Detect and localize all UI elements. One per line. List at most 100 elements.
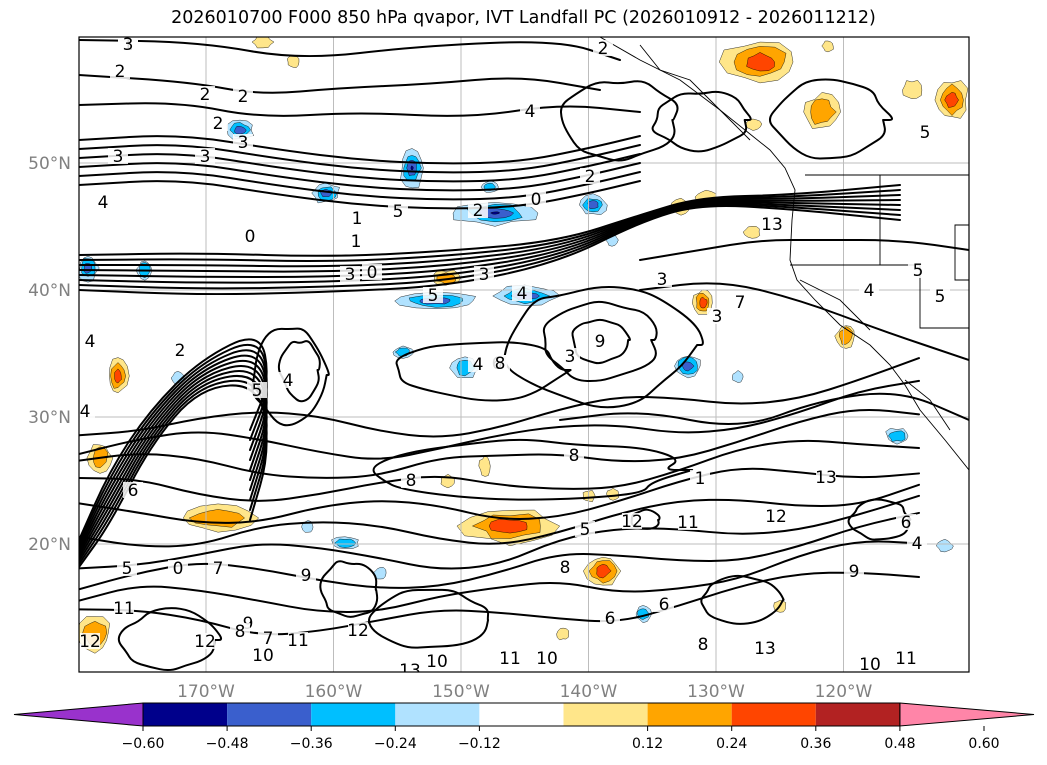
contour-label: 8 [406, 471, 417, 491]
contour-label: 5 [252, 381, 263, 401]
coastline [639, 44, 751, 141]
negative-anomaly-blob [732, 370, 744, 383]
positive-anomaly-blob [251, 37, 275, 49]
contour-line [79, 343, 268, 544]
contour-label-bg [230, 623, 250, 639]
contour-label: 5 [428, 286, 439, 306]
contour-line [79, 439, 920, 502]
contour-line [79, 204, 901, 296]
colorbar-segment [395, 703, 480, 726]
contour-label-bg [79, 403, 95, 419]
contour-label: 11 [677, 513, 699, 533]
contour-label: 3 [345, 265, 356, 285]
colorbar-segment [815, 703, 900, 726]
coastline [954, 224, 969, 281]
positive-anomaly-blob [582, 490, 596, 503]
contour-line [79, 338, 268, 541]
coastline [599, 37, 969, 471]
contour-line [542, 300, 658, 382]
positive-anomaly-blob [478, 455, 491, 477]
contour-label: 2 [175, 341, 186, 361]
contour-label-bg [560, 348, 580, 364]
contour-label-bg [80, 633, 100, 649]
contour-label-bg [388, 203, 408, 219]
contour-label-bg [108, 148, 128, 164]
contour-label-bg [195, 86, 215, 102]
contour-label-bg [500, 650, 520, 666]
contour-label-bg [907, 535, 927, 551]
positive-anomaly-blob [944, 92, 959, 108]
contour-line [847, 498, 912, 541]
contour-label: 13 [815, 468, 837, 488]
contour-label: 3 [200, 147, 211, 167]
contour-line [79, 379, 268, 565]
contour-label-bg [859, 282, 879, 298]
contour-label: 2 [213, 114, 224, 134]
contour-label-bg [208, 115, 228, 131]
contour-line [651, 90, 752, 153]
contour-label: 0 [367, 263, 378, 283]
contour-line [79, 184, 901, 257]
contour-label-bg [555, 559, 575, 575]
contour-line [372, 438, 694, 501]
contour-label-bg [896, 514, 916, 530]
contour-label-bg [693, 636, 713, 652]
contour-label-bg [526, 191, 546, 207]
positive-anomaly-blob [596, 564, 612, 579]
contour-label: 12 [194, 632, 216, 652]
colorbar-tick-label: −0.60 [122, 736, 165, 752]
contour-line [571, 318, 631, 365]
contour-line [79, 483, 920, 548]
contour-line [79, 357, 920, 438]
contour-label: 3 [238, 133, 249, 153]
contour-label: 3 [479, 265, 490, 285]
map-area: 1222233345101203305433454544398821075969… [79, 37, 969, 672]
contour-label-bg [168, 560, 188, 576]
colorbar-tick-label: 0.48 [884, 736, 915, 752]
colorbar-tick-label: −0.12 [458, 736, 501, 752]
positive-anomaly-blob [902, 80, 923, 99]
contour-label-bg [340, 266, 360, 282]
contour-line [79, 349, 268, 547]
coastline-lines [599, 37, 969, 471]
contour-label: 3 [565, 347, 576, 367]
colorbar-segment [227, 703, 312, 726]
contour-label-bg [346, 233, 366, 249]
contour-line [768, 78, 893, 160]
contour-label-bg [195, 148, 215, 164]
latitude-labels: 50°N 40°N 30°N 20°N [28, 154, 71, 555]
contour-label-bg [348, 622, 368, 638]
contour-label: 1 [351, 232, 362, 252]
contour-label-bg [347, 210, 367, 226]
contour-labels: 1222233345101203305433454544398821075969… [79, 37, 950, 672]
contour-line [79, 202, 901, 284]
negative-anomaly-blob [334, 538, 356, 548]
contour-line [79, 199, 901, 273]
contour-label: 0 [245, 227, 256, 247]
colorbar-tick-label: 0.60 [968, 736, 999, 752]
contour-label: 5 [122, 559, 133, 579]
contour-line [79, 494, 920, 570]
contour-line [79, 374, 268, 562]
contour-label-bg [362, 264, 382, 280]
contour-lines [79, 39, 969, 672]
contour-label: 13 [761, 215, 783, 235]
contour-label-bg [844, 563, 864, 579]
contour-label-bg [762, 216, 782, 232]
contour-label: 9 [849, 562, 860, 582]
negative-anomaly-blob [490, 211, 500, 215]
contour-line [251, 327, 330, 427]
contour-label-bg [512, 285, 532, 301]
negative-anomaly-blob [682, 361, 695, 372]
contour-label-bg [622, 513, 642, 529]
contour-label: 12 [79, 632, 101, 652]
positive-anomaly-blob [556, 627, 569, 641]
map-frame [78, 36, 970, 673]
contour-label-bg [915, 124, 935, 140]
contour-label-bg [860, 656, 880, 672]
contour-label: 4 [517, 284, 528, 304]
contour-line [79, 74, 601, 94]
contour-label: 3 [113, 147, 124, 167]
contour-line [79, 384, 268, 568]
